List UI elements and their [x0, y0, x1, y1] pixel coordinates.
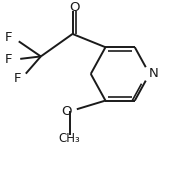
Text: O: O [69, 1, 80, 14]
Text: CH₃: CH₃ [59, 132, 81, 145]
Text: O: O [61, 105, 72, 118]
Text: F: F [5, 31, 12, 44]
Text: N: N [149, 67, 158, 80]
Text: F: F [5, 53, 12, 66]
Text: F: F [13, 72, 21, 85]
